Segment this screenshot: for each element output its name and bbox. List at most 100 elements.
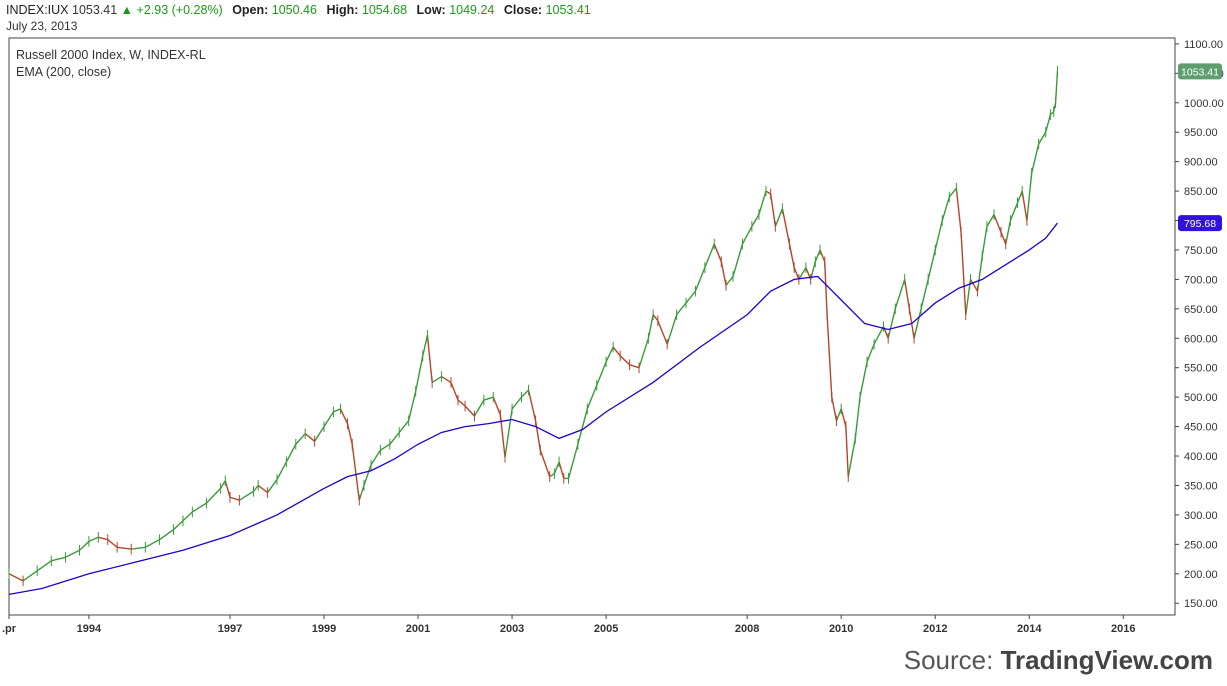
price-segment bbox=[483, 396, 494, 401]
source-credit: Source: TradingView.com bbox=[904, 645, 1213, 676]
price-segment bbox=[346, 423, 353, 445]
price-segment bbox=[847, 438, 856, 477]
price-segment bbox=[781, 208, 791, 245]
y-tick-label: 350.00 bbox=[1184, 480, 1218, 492]
price-segment bbox=[1016, 190, 1023, 204]
price-segment bbox=[619, 355, 631, 366]
close-value: 1053.41 bbox=[545, 3, 591, 17]
x-tick-label: 2016 bbox=[1111, 623, 1135, 635]
price-segment bbox=[36, 560, 52, 572]
source-name: TradingView.com bbox=[1000, 645, 1213, 675]
last-price: 1053.41 bbox=[72, 3, 118, 17]
price-segment bbox=[824, 261, 828, 315]
price-segment bbox=[725, 276, 734, 286]
x-tick-label: 2010 bbox=[829, 623, 853, 635]
price-segment bbox=[527, 389, 537, 421]
price-segment bbox=[205, 487, 222, 504]
price-segment bbox=[913, 308, 922, 339]
price-segment bbox=[553, 461, 560, 474]
price-segment bbox=[8, 573, 24, 582]
y-tick-label: 1000.00 bbox=[1184, 98, 1224, 110]
price-segment bbox=[370, 449, 382, 466]
price-segment bbox=[464, 405, 475, 417]
price-segment bbox=[866, 343, 875, 363]
price-segment bbox=[976, 255, 983, 292]
price-segment bbox=[398, 420, 410, 433]
price-segment bbox=[859, 361, 868, 398]
price-segment bbox=[431, 375, 442, 384]
price-segment bbox=[577, 408, 588, 445]
price-segment bbox=[769, 193, 777, 227]
price-segment bbox=[965, 279, 972, 315]
price-segment bbox=[788, 243, 795, 268]
last-price-tag: 1053.41 bbox=[1181, 66, 1219, 78]
price-segment bbox=[88, 536, 99, 543]
price-segment bbox=[441, 375, 452, 384]
x-tick-label: 2003 bbox=[500, 623, 524, 635]
price-segment bbox=[239, 490, 254, 501]
price-segment bbox=[389, 432, 400, 445]
price-segment bbox=[333, 408, 341, 413]
price-segment bbox=[993, 214, 1002, 233]
price-segment bbox=[685, 290, 696, 304]
price-segment bbox=[229, 496, 240, 501]
price-segment bbox=[713, 243, 722, 262]
price-segment bbox=[98, 536, 108, 541]
indicator-legend: EMA (200, close) bbox=[16, 65, 112, 79]
price-segment bbox=[191, 502, 207, 513]
y-tick-label: 600.00 bbox=[1184, 333, 1218, 345]
open-value: 1050.46 bbox=[271, 3, 317, 17]
price-segment bbox=[887, 308, 896, 339]
y-tick-label: 300.00 bbox=[1184, 510, 1218, 522]
high-label: High: bbox=[326, 3, 359, 17]
price-segment bbox=[704, 243, 715, 268]
price-segment bbox=[257, 484, 269, 494]
price-segment bbox=[131, 546, 146, 550]
price-segment bbox=[835, 408, 842, 421]
x-tick-label: 1997 bbox=[218, 623, 242, 635]
price-segment bbox=[567, 444, 579, 479]
y-tick-label: 200.00 bbox=[1184, 569, 1218, 581]
price-segment bbox=[814, 249, 821, 262]
price-segment bbox=[339, 408, 349, 424]
quote-header: INDEX:IUX 1053.41 ▲ +2.93 (+0.28%) Open:… bbox=[6, 3, 591, 17]
price-segment bbox=[758, 190, 767, 215]
ema-value-tag: 795.68 bbox=[1184, 218, 1216, 230]
price-segment bbox=[457, 399, 466, 407]
x-tick-label: 1999 bbox=[312, 623, 336, 635]
price-segment bbox=[415, 355, 424, 392]
x-tick-label: 2001 bbox=[406, 623, 430, 635]
y-tick-label: 650.00 bbox=[1184, 304, 1218, 316]
price-segment bbox=[605, 346, 614, 363]
price-segment bbox=[903, 279, 911, 309]
y-tick-label: 450.00 bbox=[1184, 422, 1218, 434]
chart-title: Russell 2000 Index, W, INDEX-RL bbox=[16, 48, 206, 62]
price-segment bbox=[173, 520, 184, 531]
price-segment bbox=[1030, 143, 1040, 174]
price-segment bbox=[504, 408, 513, 458]
price-segment bbox=[934, 220, 943, 251]
price-segment bbox=[304, 433, 316, 442]
price-segment bbox=[774, 208, 784, 227]
low-value: 1049.24 bbox=[449, 3, 495, 17]
price-segment bbox=[492, 396, 501, 416]
x-tick-label: 2005 bbox=[594, 623, 618, 635]
price-segment bbox=[285, 443, 297, 463]
price-segment bbox=[629, 364, 640, 369]
price-segment bbox=[920, 279, 929, 309]
x-tick-label: .pr bbox=[2, 623, 17, 635]
price-segment bbox=[831, 397, 838, 421]
price-segment bbox=[657, 320, 668, 345]
y-tick-label: 500.00 bbox=[1184, 392, 1218, 404]
price-segment bbox=[732, 243, 744, 277]
price-segment bbox=[666, 314, 678, 345]
price-segment bbox=[351, 444, 360, 501]
price-segment bbox=[586, 385, 598, 410]
price-segment bbox=[407, 391, 417, 421]
price-segment bbox=[873, 326, 885, 345]
price-segment bbox=[596, 361, 607, 386]
price-segment bbox=[854, 397, 861, 439]
price-segment bbox=[473, 399, 485, 417]
price-segment bbox=[652, 314, 659, 322]
